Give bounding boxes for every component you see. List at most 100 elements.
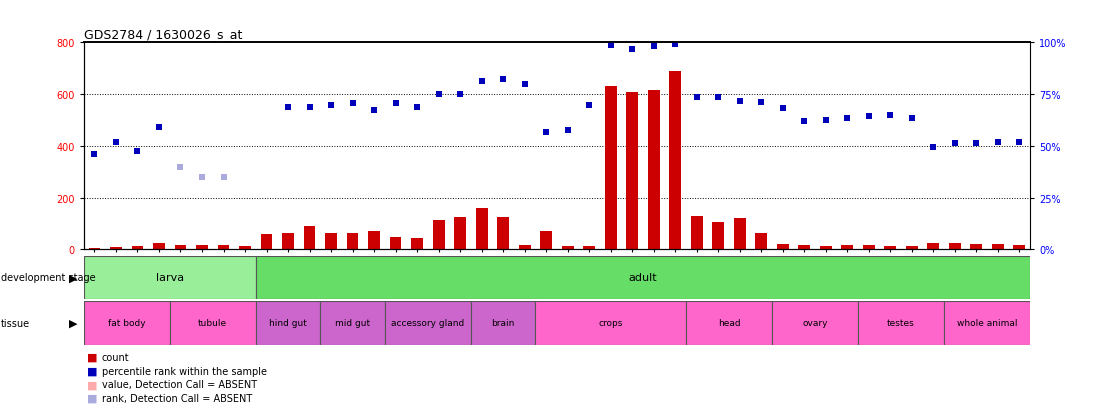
Bar — [385, 301, 471, 345]
Point — [214, 174, 232, 181]
Bar — [84, 301, 170, 345]
Point — [623, 47, 641, 53]
Point — [473, 79, 491, 85]
Point — [128, 149, 146, 155]
Text: brain: brain — [491, 319, 514, 328]
Bar — [884, 246, 896, 250]
Bar — [153, 243, 165, 250]
Bar — [454, 218, 466, 250]
Bar — [798, 245, 810, 250]
Text: GDS2784 / 1630026_s_at: GDS2784 / 1630026_s_at — [84, 28, 242, 41]
Text: tissue: tissue — [1, 318, 30, 328]
Point — [645, 44, 663, 50]
Point — [989, 140, 1007, 146]
Text: percentile rank within the sample: percentile rank within the sample — [102, 366, 267, 376]
Bar — [626, 93, 638, 250]
Text: larva: larva — [155, 273, 184, 283]
Bar — [772, 301, 858, 345]
Text: accessory gland: accessory gland — [392, 319, 464, 328]
Point — [300, 104, 318, 111]
Bar — [992, 244, 1003, 250]
Text: ovary: ovary — [802, 319, 828, 328]
Text: whole animal: whole animal — [956, 319, 1018, 328]
Point — [150, 124, 167, 131]
Bar — [734, 219, 745, 250]
Point — [279, 104, 297, 111]
Bar — [110, 247, 122, 250]
Text: hind gut: hind gut — [269, 319, 307, 328]
Text: ■: ■ — [87, 393, 97, 403]
Point — [817, 117, 835, 124]
Bar — [368, 232, 379, 250]
Bar — [320, 301, 385, 345]
Point — [408, 104, 426, 111]
Point — [580, 102, 598, 109]
Text: rank, Detection Call = ABSENT: rank, Detection Call = ABSENT — [102, 393, 252, 403]
Bar — [433, 220, 444, 250]
Text: adult: adult — [628, 273, 657, 283]
Point — [903, 115, 921, 121]
Bar — [261, 235, 272, 250]
Bar — [84, 256, 256, 299]
Point — [516, 81, 533, 88]
Bar — [347, 233, 358, 250]
Bar — [519, 245, 530, 250]
Bar — [841, 245, 853, 250]
Bar — [196, 245, 208, 250]
Point — [710, 94, 728, 101]
Bar — [498, 218, 509, 250]
Bar — [686, 301, 772, 345]
Bar — [389, 237, 402, 250]
Bar — [174, 245, 186, 250]
Point — [365, 107, 383, 114]
Bar — [927, 243, 940, 250]
Point — [731, 98, 749, 105]
Text: mid gut: mid gut — [335, 319, 371, 328]
Bar — [605, 87, 616, 250]
Bar — [218, 245, 230, 250]
Point — [537, 129, 555, 136]
Text: ■: ■ — [87, 366, 97, 376]
Text: development stage: development stage — [1, 273, 96, 283]
Point — [602, 43, 619, 49]
Bar — [777, 244, 789, 250]
Bar — [691, 216, 703, 250]
Text: ■: ■ — [87, 380, 97, 389]
Bar — [304, 227, 316, 250]
Bar — [239, 247, 251, 250]
Text: ▶: ▶ — [68, 273, 77, 283]
Bar — [906, 246, 917, 250]
Point — [882, 112, 899, 119]
Point — [172, 164, 190, 171]
Text: ■: ■ — [87, 352, 97, 362]
Bar — [132, 247, 143, 250]
Text: ▶: ▶ — [68, 318, 77, 328]
Text: fat body: fat body — [108, 319, 145, 328]
Point — [86, 151, 104, 158]
Bar — [944, 301, 1030, 345]
Point — [494, 76, 512, 83]
Point — [924, 145, 942, 151]
Bar — [820, 247, 831, 250]
Bar — [647, 91, 660, 250]
Bar — [170, 301, 256, 345]
Point — [838, 115, 856, 121]
Bar — [540, 232, 552, 250]
Point — [193, 174, 211, 181]
Bar — [670, 72, 681, 250]
Bar — [325, 233, 337, 250]
Text: testes: testes — [887, 319, 915, 328]
Point — [687, 94, 705, 101]
Bar — [561, 246, 574, 250]
Point — [773, 106, 791, 112]
Text: count: count — [102, 352, 129, 362]
Bar — [471, 301, 536, 345]
Text: tubule: tubule — [199, 319, 228, 328]
Bar — [712, 223, 724, 250]
Point — [344, 101, 362, 107]
Bar — [536, 301, 686, 345]
Point — [386, 101, 404, 107]
Bar — [1013, 245, 1026, 250]
Point — [1010, 140, 1028, 146]
Bar — [475, 209, 488, 250]
